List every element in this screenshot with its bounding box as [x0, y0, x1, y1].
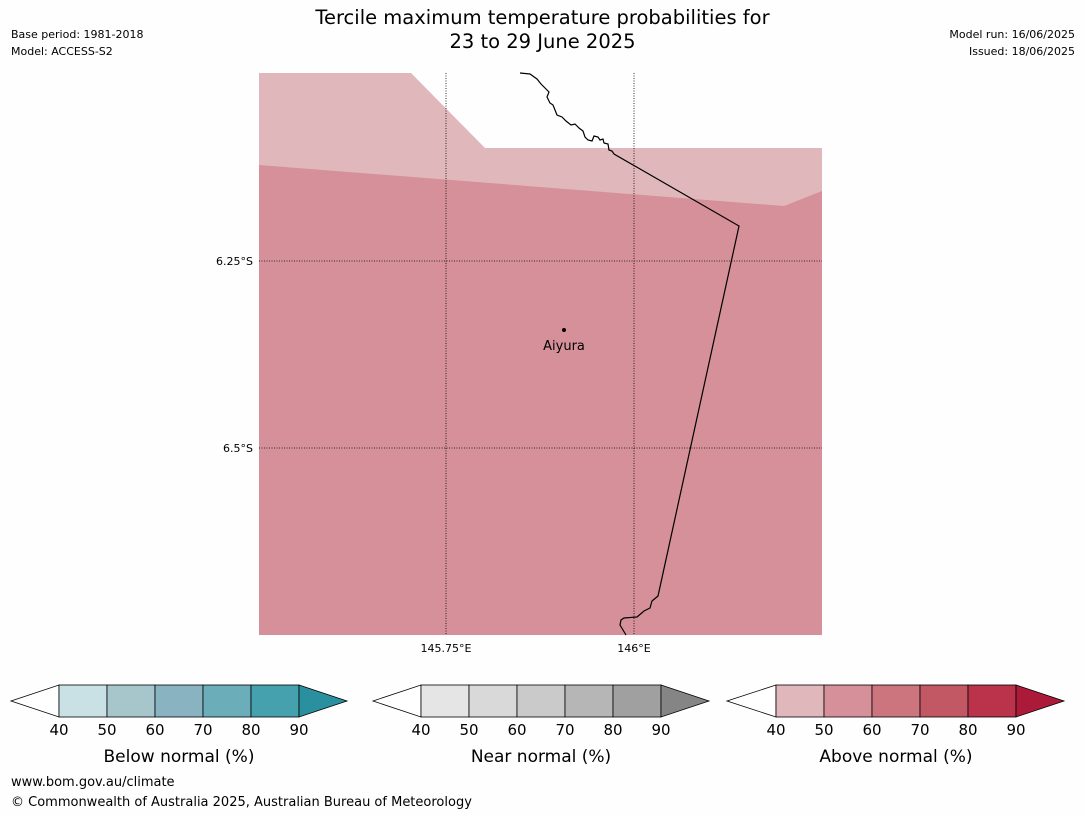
colorbar-above-tick-label: 50	[814, 721, 833, 739]
colorbar-below-under-extension	[9, 684, 60, 718]
colorbar-near-under-extension	[371, 684, 422, 718]
colorbar-above-segment	[823, 684, 873, 718]
lat-label-6-5: 6.5°S	[223, 442, 253, 455]
footer-copyright: © Commonwealth of Australia 2025, Austra…	[11, 795, 472, 810]
colorbar-near-over-extension	[660, 684, 711, 718]
lon-label-145-75: 145.75°E	[421, 642, 472, 655]
colorbar-below-tick-label: 50	[97, 721, 116, 739]
meta-left: Base period: 1981-2018 Model: ACCESS-S2	[11, 26, 143, 60]
base-period: Base period: 1981-2018	[11, 28, 144, 41]
colorbar-below-tick-label: 70	[193, 721, 212, 739]
colorbar-above-segment	[871, 684, 921, 718]
colorbar-above: 40 50 60 70 80 90 Above normal (%)	[725, 684, 1066, 767]
lat-label-6-25: 6.25°S	[216, 255, 253, 268]
above-normal-50-60-region	[259, 165, 822, 635]
colorbar-below-tick-label: 60	[145, 721, 164, 739]
colorbar-below: 40 50 60 70 80 90 Below normal (%)	[9, 684, 349, 767]
colorbar-near-tick-label: 60	[507, 721, 526, 739]
map-title: Tercile maximum temperature probabilitie…	[0, 6, 1085, 54]
meta-right: Model run: 16/06/2025 Issued: 18/06/2025	[949, 26, 1075, 60]
colorbar-above-segment	[919, 684, 969, 718]
lon-label-146: 146°E	[617, 642, 650, 655]
colorbar-near: 40 50 60 70 80 90 Near normal (%)	[371, 684, 711, 767]
colorbar-above-over-extension	[1015, 684, 1066, 718]
colorbar-below-segment	[202, 684, 252, 718]
colorbar-below-tick-label: 80	[241, 721, 260, 739]
colorbar-near-tick-label: 70	[555, 721, 574, 739]
colorbar-below-tick-label: 40	[49, 721, 68, 739]
aiyura-marker	[562, 328, 566, 332]
colorbar-below-segment	[106, 684, 156, 718]
colorbar-above-segment	[967, 684, 1017, 718]
title-line-1: Tercile maximum temperature probabilitie…	[315, 6, 770, 29]
colorbar-near-segment	[468, 684, 518, 718]
colorbar-below-segment	[250, 684, 300, 718]
colorbar-near-tick-label: 80	[603, 721, 622, 739]
colorbar-above-tick-label: 90	[1006, 721, 1025, 739]
colorbars: 40 50 60 70 80 90 Below normal (%) 40 50 60 70 80 90…	[9, 684, 1066, 767]
colorbar-above-tick-label: 80	[958, 721, 977, 739]
colorbar-above-tick-label: 60	[862, 721, 881, 739]
colorbar-below-segment	[58, 684, 108, 718]
issued-date: Issued: 18/06/2025	[968, 45, 1075, 58]
colorbar-above-segment	[775, 684, 825, 718]
aiyura-label: Aiyura	[543, 339, 585, 354]
colorbar-below-over-extension	[298, 684, 349, 718]
footer-url: www.bom.gov.au/climate	[11, 775, 175, 790]
colorbar-below-label: Below normal (%)	[104, 747, 255, 767]
colorbar-above-under-extension	[725, 684, 777, 718]
colorbar-above-label: Above normal (%)	[819, 747, 972, 767]
colorbar-above-tick-label: 70	[910, 721, 929, 739]
colorbar-near-segment	[516, 684, 566, 718]
colorbar-near-segment	[564, 684, 614, 718]
colorbar-near-tick-label: 90	[651, 721, 670, 739]
colorbar-above-tick-label: 40	[766, 721, 785, 739]
colorbar-near-segment	[420, 684, 470, 718]
model-run: Model run: 16/06/2025	[949, 28, 1075, 41]
title-line-2: 23 to 29 June 2025	[449, 30, 636, 53]
colorbar-near-label: Near normal (%)	[471, 747, 611, 767]
colorbar-near-segment	[612, 684, 662, 718]
colorbar-below-segment	[154, 684, 204, 718]
border-line	[519, 72, 740, 636]
model-name: Model: ACCESS-S2	[11, 45, 113, 58]
colorbar-near-tick-label: 40	[411, 721, 430, 739]
colorbar-near-tick-label: 50	[459, 721, 478, 739]
colorbar-below-tick-label: 90	[289, 721, 308, 739]
